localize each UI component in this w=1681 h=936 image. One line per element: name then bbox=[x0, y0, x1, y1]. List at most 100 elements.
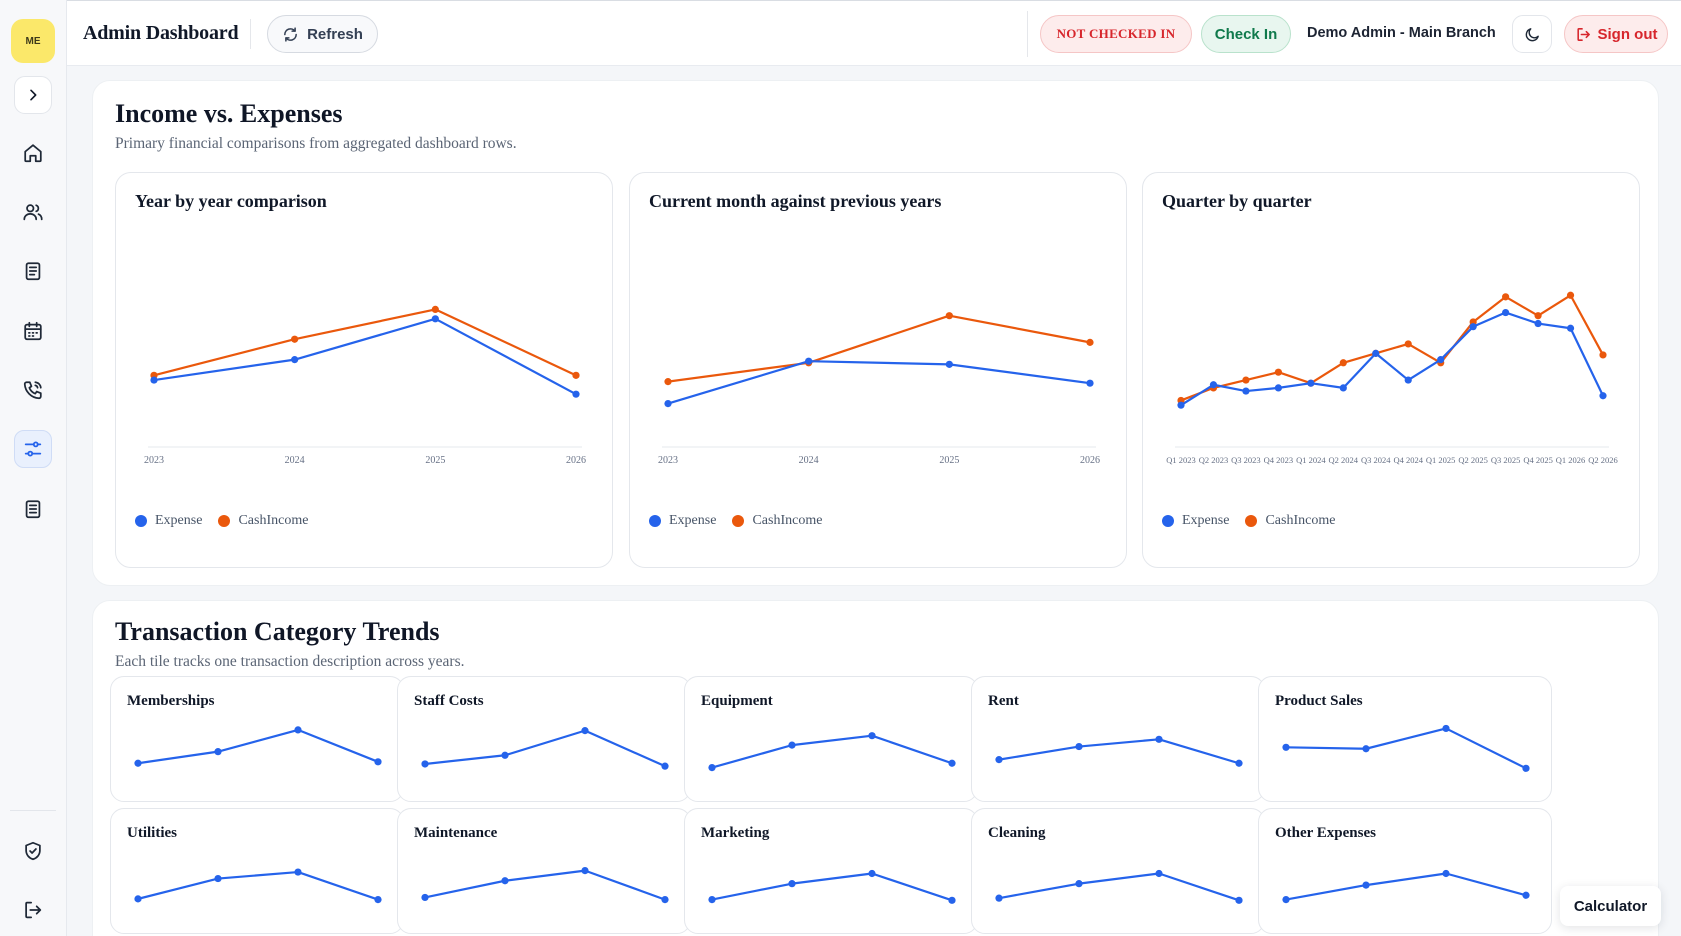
trend-point[interactable] bbox=[1522, 764, 1530, 772]
data-point-expense[interactable] bbox=[664, 400, 672, 408]
check-in-button[interactable]: Check In bbox=[1201, 15, 1291, 53]
data-point-expense[interactable] bbox=[1209, 381, 1218, 389]
trend-point[interactable] bbox=[501, 877, 509, 885]
trend-tile[interactable]: Other Expenses bbox=[1258, 808, 1552, 934]
legend-item-expense[interactable]: Expense bbox=[649, 513, 716, 529]
data-point-expense[interactable] bbox=[1339, 384, 1347, 392]
sidebar-item-settings[interactable] bbox=[14, 430, 52, 468]
trend-point[interactable] bbox=[214, 748, 222, 756]
data-point-expense[interactable] bbox=[1469, 323, 1477, 331]
trend-point[interactable] bbox=[1282, 743, 1290, 751]
data-point-expense[interactable] bbox=[572, 390, 580, 398]
trend-tile[interactable]: Marketing bbox=[684, 808, 978, 934]
trend-point[interactable] bbox=[1282, 896, 1290, 904]
data-point-cashincome[interactable] bbox=[1339, 359, 1347, 367]
calculator-button[interactable]: Calculator bbox=[1560, 886, 1661, 926]
trend-point[interactable] bbox=[868, 732, 876, 740]
data-point-expense[interactable] bbox=[1086, 379, 1094, 387]
trend-point[interactable] bbox=[421, 760, 429, 768]
data-point-cashincome[interactable] bbox=[1599, 351, 1607, 359]
trend-point[interactable] bbox=[788, 880, 796, 888]
trend-point[interactable] bbox=[581, 727, 589, 735]
trend-point[interactable] bbox=[868, 869, 876, 878]
data-point-cashincome[interactable] bbox=[1274, 368, 1282, 376]
sidebar-item-logout[interactable] bbox=[14, 891, 52, 929]
trend-point[interactable] bbox=[581, 867, 589, 875]
trend-point[interactable] bbox=[708, 896, 716, 904]
data-point-cashincome[interactable] bbox=[1242, 376, 1250, 384]
sign-out-button[interactable]: Sign out bbox=[1564, 15, 1668, 53]
data-point-cashincome[interactable] bbox=[1502, 293, 1510, 301]
trend-point[interactable] bbox=[374, 758, 382, 766]
legend-item-expense[interactable]: Expense bbox=[1162, 513, 1229, 529]
trend-tile[interactable]: Memberships bbox=[110, 676, 404, 802]
trend-point[interactable] bbox=[788, 741, 796, 749]
sidebar-item-clipboard[interactable] bbox=[14, 252, 52, 290]
data-point-cashincome[interactable] bbox=[431, 305, 439, 313]
trend-tile[interactable]: Staff Costs bbox=[397, 676, 691, 802]
data-point-expense[interactable] bbox=[805, 357, 813, 365]
trend-point[interactable] bbox=[1155, 735, 1163, 743]
trend-tile[interactable]: Equipment bbox=[684, 676, 978, 802]
data-point-cashincome[interactable] bbox=[291, 335, 299, 343]
trend-point[interactable] bbox=[421, 893, 429, 902]
trend-point[interactable] bbox=[501, 751, 509, 759]
trend-point[interactable] bbox=[1075, 880, 1083, 888]
trend-point[interactable] bbox=[134, 759, 142, 767]
trend-point[interactable] bbox=[374, 896, 382, 904]
data-point-expense[interactable] bbox=[1599, 392, 1607, 400]
trend-point[interactable] bbox=[134, 895, 142, 903]
trend-point[interactable] bbox=[214, 874, 222, 883]
trend-point[interactable] bbox=[1075, 742, 1083, 751]
data-point-cashincome[interactable] bbox=[1086, 338, 1094, 346]
trend-point[interactable] bbox=[948, 896, 956, 904]
trend-point[interactable] bbox=[1155, 869, 1163, 878]
data-point-expense[interactable] bbox=[1307, 379, 1315, 387]
data-point-cashincome[interactable] bbox=[1404, 340, 1412, 348]
legend-item-expense[interactable]: Expense bbox=[135, 513, 202, 529]
data-point-expense[interactable] bbox=[1437, 356, 1445, 364]
data-point-cashincome[interactable] bbox=[1566, 291, 1575, 299]
trend-point[interactable] bbox=[1442, 724, 1450, 733]
legend-item-cash-income[interactable]: CashIncome bbox=[732, 513, 822, 529]
data-point-expense[interactable] bbox=[1242, 387, 1250, 395]
theme-toggle-button[interactable] bbox=[1512, 15, 1552, 53]
sidebar-item-users[interactable] bbox=[14, 193, 52, 231]
trend-tile[interactable]: Utilities bbox=[110, 808, 404, 934]
legend-item-cash-income[interactable]: CashIncome bbox=[1245, 513, 1335, 529]
data-point-cashincome[interactable] bbox=[1534, 312, 1542, 320]
data-point-cashincome[interactable] bbox=[945, 312, 953, 320]
trend-point[interactable] bbox=[1235, 896, 1243, 904]
legend-item-cash-income[interactable]: CashIncome bbox=[218, 513, 308, 529]
app-logo[interactable]: ME bbox=[11, 19, 55, 63]
data-point-expense[interactable] bbox=[1534, 319, 1542, 328]
data-point-expense[interactable] bbox=[431, 315, 439, 323]
trend-point[interactable] bbox=[995, 756, 1003, 764]
sidebar-item-calendar[interactable] bbox=[14, 312, 52, 350]
trend-tile[interactable]: Cleaning bbox=[971, 808, 1265, 934]
data-point-expense[interactable] bbox=[150, 376, 158, 384]
trend-point[interactable] bbox=[1362, 745, 1370, 753]
trend-tile[interactable]: Product Sales bbox=[1258, 676, 1552, 802]
data-point-cashincome[interactable] bbox=[572, 371, 580, 379]
sidebar-item-security[interactable] bbox=[14, 832, 52, 870]
data-point-expense[interactable] bbox=[945, 360, 953, 368]
trend-point[interactable] bbox=[1442, 869, 1450, 878]
data-point-expense[interactable] bbox=[1404, 376, 1412, 384]
trend-point[interactable] bbox=[1522, 891, 1530, 899]
trend-tile[interactable]: Rent bbox=[971, 676, 1265, 802]
trend-tile[interactable]: Maintenance bbox=[397, 808, 691, 934]
sidebar-item-calls[interactable] bbox=[14, 371, 52, 409]
data-point-expense[interactable] bbox=[1372, 349, 1380, 357]
trend-point[interactable] bbox=[995, 894, 1003, 902]
trend-point[interactable] bbox=[661, 762, 669, 770]
refresh-button[interactable]: Refresh bbox=[267, 15, 378, 53]
sidebar-item-home[interactable] bbox=[14, 134, 52, 172]
data-point-expense[interactable] bbox=[1566, 324, 1575, 332]
sidebar-item-reports[interactable] bbox=[14, 490, 52, 528]
data-point-cashincome[interactable] bbox=[664, 378, 672, 386]
data-point-expense[interactable] bbox=[1274, 384, 1282, 392]
trend-point[interactable] bbox=[294, 726, 302, 734]
data-point-expense[interactable] bbox=[1177, 401, 1185, 409]
trend-point[interactable] bbox=[661, 896, 669, 904]
